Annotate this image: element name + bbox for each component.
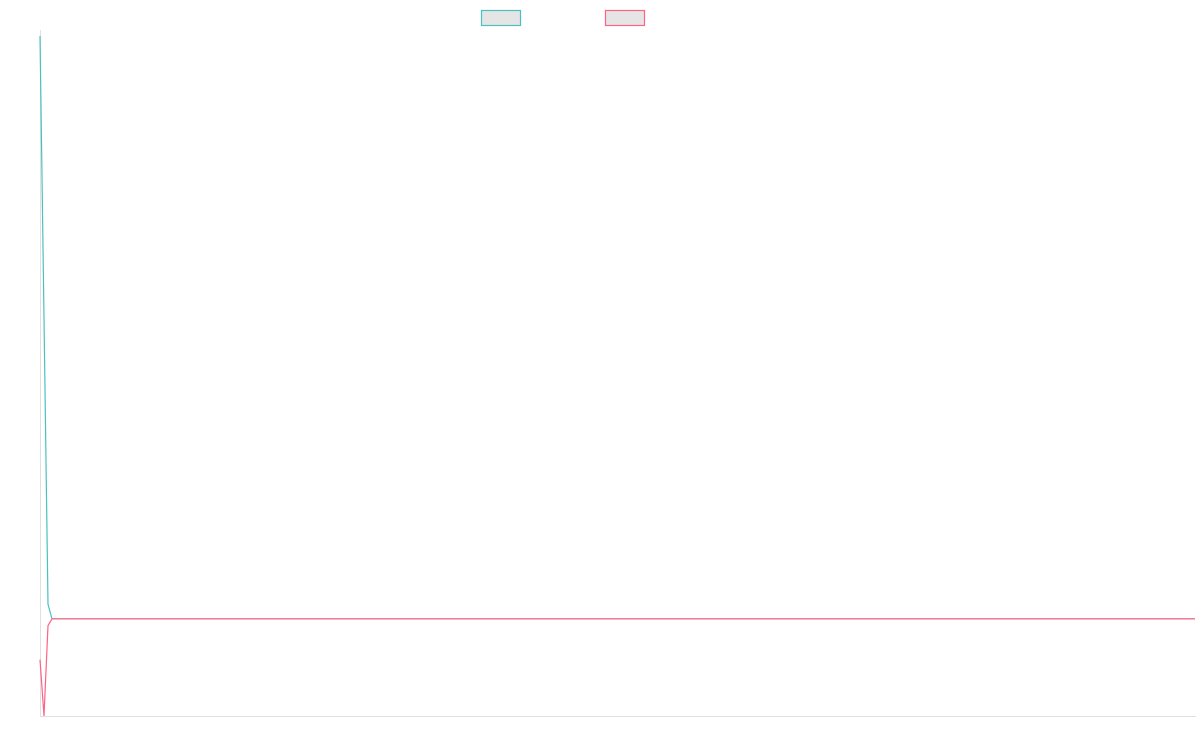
legend-swatch-2[interactable] <box>604 9 646 27</box>
series-line-2 <box>39 618 1195 717</box>
series-group <box>39 35 1195 717</box>
legend-swatch-1[interactable] <box>480 9 522 27</box>
legend <box>480 9 646 27</box>
series-line-1 <box>39 35 1195 620</box>
